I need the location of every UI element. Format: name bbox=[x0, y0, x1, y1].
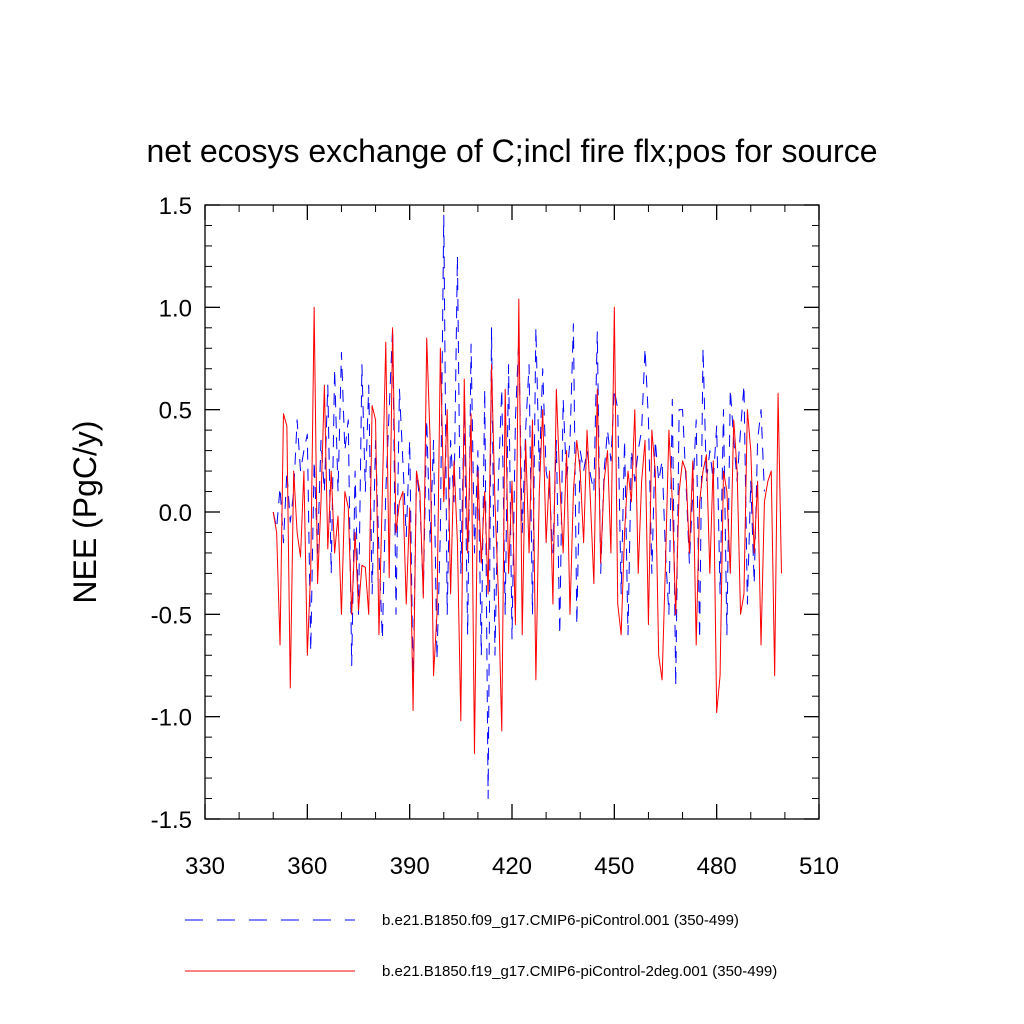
x-tick-label: 390 bbox=[390, 853, 430, 880]
x-tick-label: 360 bbox=[287, 853, 327, 880]
x-tick-label: 330 bbox=[185, 853, 225, 880]
y-tick-label: -1.0 bbox=[151, 705, 192, 732]
y-tick-label: 1.0 bbox=[159, 295, 192, 322]
x-tick-label: 420 bbox=[492, 853, 532, 880]
y-tick-label: 1.5 bbox=[159, 193, 192, 220]
series-line-1 bbox=[272, 214, 765, 800]
ticks-layer: 330 360 390 420 450 480 510 1.5 1.0 0.5 0.0 -0.5 -1.… bbox=[151, 193, 839, 880]
chart-title: net ecosys exchange of C;incl fire flx;p… bbox=[146, 133, 877, 169]
series-layer bbox=[272, 214, 782, 800]
y-axis-label: NEE (PgC/y) bbox=[67, 420, 103, 603]
y-tick-label: 0.5 bbox=[159, 398, 192, 425]
plot-frame bbox=[204, 204, 820, 820]
x-tick-label: 450 bbox=[594, 853, 634, 880]
series-line-2 bbox=[272, 298, 782, 755]
legend-label-series-2: b.e21.B1850.f19_g17.CMIP6-piControl-2deg… bbox=[382, 963, 777, 980]
y-tick-label: 0.0 bbox=[159, 500, 192, 527]
legend-label-series-1: b.e21.B1850.f09_g17.CMIP6-piControl.001 … bbox=[382, 912, 739, 929]
x-tick-label: 510 bbox=[799, 853, 839, 880]
y-tick-label: -0.5 bbox=[151, 602, 192, 629]
legend: b.e21.B1850.f09_g17.CMIP6-piControl.001 … bbox=[185, 912, 777, 980]
y-tick-label: -1.5 bbox=[151, 807, 192, 834]
x-tick-label: 480 bbox=[697, 853, 737, 880]
